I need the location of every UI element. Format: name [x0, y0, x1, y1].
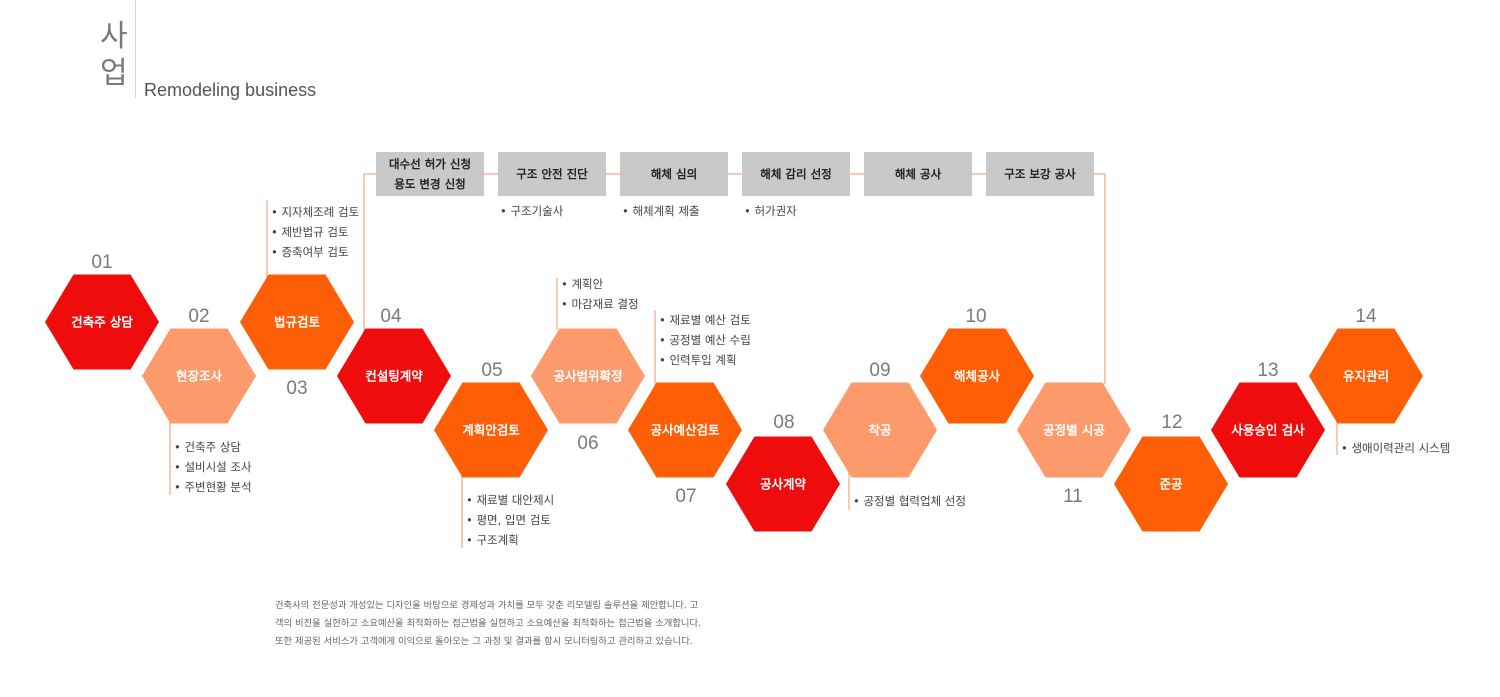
step-note-item: • 생애이력관리 시스템 [1341, 441, 1450, 455]
step-number: 05 [481, 360, 502, 381]
page-title-line1: 사 [100, 19, 128, 54]
process-box [376, 152, 484, 196]
step-note-item: • 건축주 상담 [174, 440, 241, 454]
step-number: 13 [1257, 360, 1278, 381]
process-box-label: 대수선 허가 신청 [389, 157, 471, 171]
step-hexagon [142, 328, 256, 424]
description-text: 건축사의 전문성과 개성있는 디자인을 바탕으로 경제성과 가치를 모두 갖춘 … [275, 600, 701, 647]
step-note-item: • 지자체조례 검토 [271, 205, 359, 219]
step-label: 법규검토 [274, 315, 321, 330]
step-hexagon [240, 274, 354, 370]
process-box-note: • 구조기술사 [500, 204, 564, 218]
step-hexagon [920, 328, 1034, 424]
step-note-item: • 증축여부 검토 [271, 245, 349, 259]
step-label: 컨설팅계약 [365, 369, 423, 384]
step-number: 14 [1355, 306, 1377, 327]
step-hexagon [628, 382, 742, 478]
step-hexagon [531, 328, 645, 424]
step-label: 현장조사 [176, 369, 223, 384]
process-box-label: 해체 심의 [651, 167, 697, 181]
step-label: 건축주 상담 [71, 315, 133, 330]
step-label: 해체공사 [954, 369, 1001, 384]
step-note-item: • 재료별 예산 검토 [659, 313, 751, 327]
step-number: 12 [1161, 412, 1182, 433]
step-number: 06 [577, 433, 598, 454]
step-number: 09 [869, 360, 890, 381]
step-label: 공사예산검토 [650, 423, 720, 438]
page-title-line2: 업 [100, 56, 128, 91]
step-label: 착공 [868, 423, 892, 438]
process-box-note: • 허가권자 [744, 204, 797, 218]
step-hexagon [726, 436, 840, 532]
step-hexagon [1114, 436, 1228, 532]
step-label: 계획안검토 [462, 423, 520, 438]
step-hexagon [1017, 382, 1131, 478]
step-note-item: • 구조계획 [466, 533, 519, 547]
process-box [742, 152, 850, 196]
step-note-item: • 마감재료 결정 [561, 297, 639, 311]
step-note-item: • 계획안 [561, 277, 604, 291]
step-hexagon [434, 382, 548, 478]
step-number: 03 [286, 378, 307, 399]
step-hexagon [45, 274, 159, 370]
process-box-label: 용도 변경 신청 [394, 177, 466, 191]
step-label: 사용승인 검사 [1231, 423, 1305, 438]
process-box-label: 해체 공사 [895, 167, 942, 181]
step-label: 유지관리 [1343, 369, 1389, 384]
step-number: 08 [773, 412, 794, 433]
process-box-label: 구조 안전 진단 [516, 167, 588, 181]
page-title: 사 업 [100, 18, 128, 92]
process-box [620, 152, 728, 196]
step-note-item: • 공정별 예산 수립 [659, 333, 751, 347]
step-number: 01 [91, 252, 112, 273]
page-subtitle: Remodeling business [144, 80, 317, 100]
title-divider [135, 0, 136, 98]
step-number: 10 [965, 306, 986, 327]
step-note-item: • 평면, 입면 검토 [466, 513, 551, 527]
step-note-item: • 주변현황 분석 [174, 480, 252, 494]
step-number: 11 [1063, 486, 1083, 507]
step-number: 02 [188, 306, 209, 327]
step-hexagon [1211, 382, 1325, 478]
step-number: 07 [675, 486, 696, 507]
step-hexagon [337, 328, 451, 424]
step-hexagon [823, 382, 937, 478]
step-hexagon [1309, 328, 1423, 424]
step-note-item: • 설비시설 조사 [174, 460, 252, 474]
process-box [498, 152, 606, 196]
step-note-item: • 제반법규 검토 [271, 225, 349, 239]
process-box-label: 구조 보강 공사 [1004, 167, 1076, 181]
step-note-item: • 재료별 대안제시 [466, 493, 554, 507]
step-label: 공사범위확정 [553, 369, 622, 384]
step-note-item: • 인력투입 계획 [659, 353, 737, 367]
process-box [986, 152, 1094, 196]
step-number: 04 [380, 306, 402, 327]
process-box-note: • 해체계획 제출 [622, 204, 700, 218]
step-note-item: • 공정별 협력업체 선정 [853, 494, 966, 508]
step-label: 준공 [1159, 477, 1183, 492]
step-label: 공사계약 [760, 477, 807, 492]
process-box-label: 해체 감리 선정 [760, 167, 832, 181]
step-label: 공정별 시공 [1043, 423, 1105, 438]
process-box [864, 152, 972, 196]
